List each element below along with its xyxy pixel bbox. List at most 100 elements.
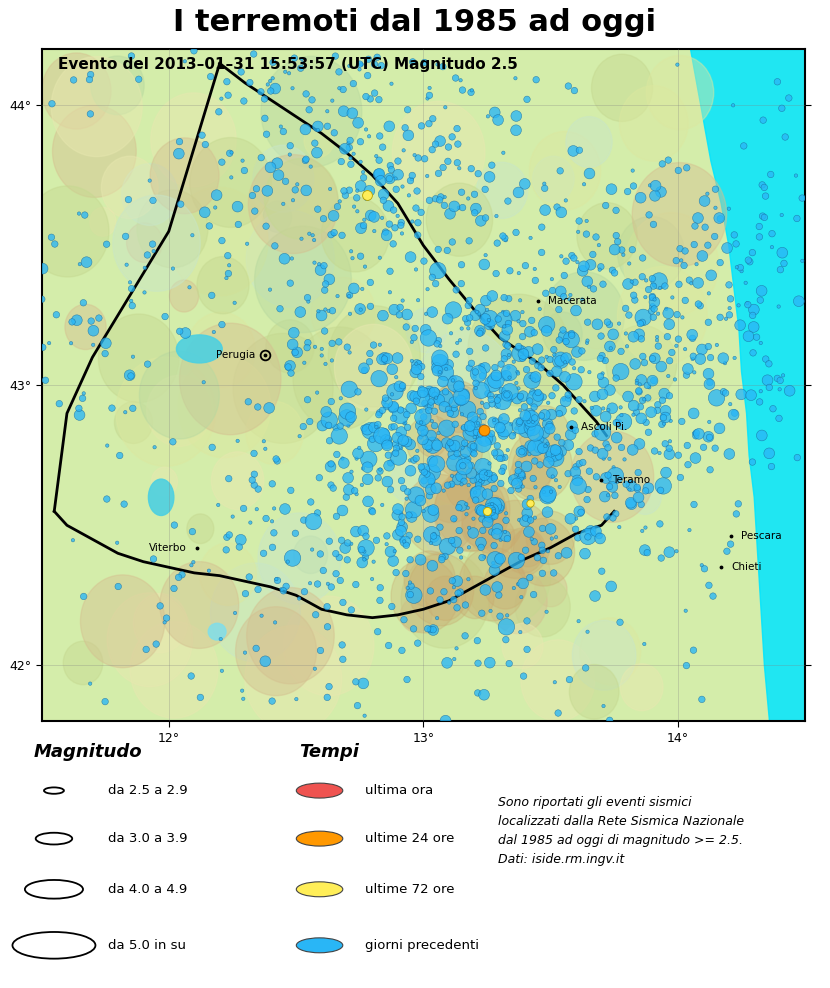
Point [522,524,535,539]
Point [406,388,419,404]
Point [520,92,534,108]
Point [613,413,627,429]
Point [645,303,658,319]
Point [615,440,628,455]
Circle shape [461,485,524,553]
Point [598,353,612,369]
Point [72,206,85,221]
Point [662,441,676,456]
Text: Chieti: Chieti [731,562,762,572]
Point [261,183,274,199]
Point [478,430,491,446]
Point [439,365,452,380]
Point [491,521,504,536]
Point [652,273,666,288]
Point [483,655,496,671]
Point [510,552,523,568]
Point [85,313,98,329]
Point [546,468,559,484]
Point [455,549,468,565]
Circle shape [294,535,328,574]
Point [320,599,334,615]
Point [648,188,662,204]
Point [421,620,434,636]
Point [474,301,487,317]
Point [531,384,544,400]
Point [666,289,679,305]
Point [509,308,522,324]
Point [488,562,501,578]
Point [536,389,549,405]
Point [576,291,589,307]
Point [498,318,511,334]
Point [479,582,492,598]
Point [456,406,469,422]
Point [350,190,364,206]
Point [775,207,788,223]
Point [354,301,368,317]
Point [569,302,583,318]
Point [290,692,303,707]
Point [404,400,417,416]
Point [622,276,635,291]
Point [378,426,391,442]
Point [647,277,661,292]
Circle shape [434,472,506,551]
Point [407,502,420,518]
Point [172,569,185,585]
Point [517,346,530,362]
Circle shape [508,431,572,501]
Point [544,366,557,381]
Point [471,478,485,494]
Point [325,227,338,243]
Point [461,191,475,206]
Point [503,383,516,399]
Point [261,76,275,92]
Point [271,573,284,589]
Point [670,338,683,354]
Point [374,593,387,609]
Point [215,91,228,107]
Point [310,384,324,400]
Point [260,126,273,142]
Point [317,562,330,578]
Point [419,306,432,322]
Point [518,469,531,485]
Point [389,565,403,581]
Point [417,503,430,519]
Point [764,458,778,474]
Point [648,443,662,458]
Point [432,333,445,349]
Circle shape [620,664,663,710]
Point [627,329,640,345]
Point [255,608,268,623]
Point [696,692,709,707]
Point [487,537,500,553]
Point [536,565,549,581]
Point [468,429,481,445]
Point [258,91,271,107]
Point [341,535,354,550]
Point [455,389,468,405]
Point [355,541,369,557]
Circle shape [447,437,491,484]
Point [315,307,328,323]
Point [383,457,396,473]
Point [544,407,558,423]
Point [451,121,464,136]
Point [143,173,156,189]
Point [630,404,643,420]
Point [67,72,81,88]
Point [620,338,633,354]
Point [655,550,668,566]
Point [529,440,542,455]
Point [740,295,754,311]
Point [554,284,568,299]
Point [417,253,431,269]
Point [362,51,375,67]
Point [464,84,477,100]
Point [433,520,447,535]
Point [417,473,431,489]
Point [393,299,407,315]
Point [478,257,491,273]
